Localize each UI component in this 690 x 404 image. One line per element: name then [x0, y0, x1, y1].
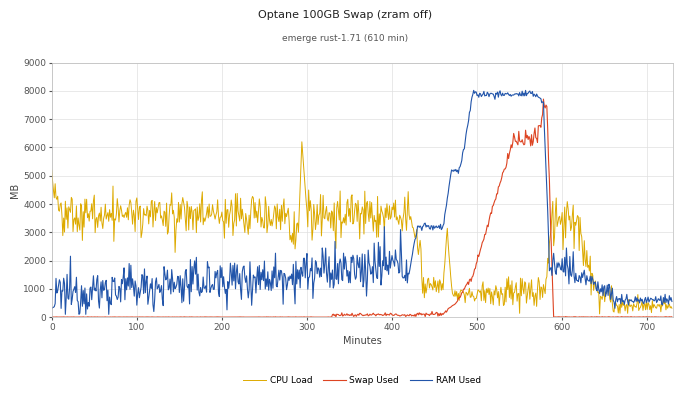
Text: emerge rust-1.71 (610 min): emerge rust-1.71 (610 min) [282, 34, 408, 43]
Line: RAM Used: RAM Used [52, 90, 672, 314]
RAM Used [588, 274, 596, 279]
RAM Used [668, 299, 676, 304]
CPU Load [48, 168, 56, 173]
Swap Used [587, 314, 595, 319]
CPU Load [595, 311, 604, 316]
Line: Swap Used: Swap Used [52, 99, 672, 317]
Swap Used [299, 315, 308, 320]
Text: Optane 100GB Swap (zram off): Optane 100GB Swap (zram off) [258, 10, 432, 20]
Swap Used [668, 315, 676, 320]
CPU Load [516, 276, 524, 280]
CPU Load [297, 139, 306, 144]
CPU Load [155, 200, 163, 205]
RAM Used [522, 88, 530, 93]
CPU Load [300, 175, 308, 179]
RAM Used [516, 93, 524, 98]
CPU Load [668, 306, 676, 311]
CPU Load [556, 222, 564, 227]
RAM Used [48, 306, 56, 311]
Line: CPU Load: CPU Load [52, 142, 672, 314]
CPU Load [587, 292, 595, 297]
RAM Used [156, 290, 164, 295]
Swap Used [515, 139, 524, 143]
Swap Used [540, 97, 548, 101]
RAM Used [300, 256, 308, 261]
Legend: CPU Load, Swap Used, RAM Used: CPU Load, Swap Used, RAM Used [240, 373, 484, 389]
Swap Used [312, 315, 320, 320]
X-axis label: Minutes: Minutes [343, 336, 382, 346]
Swap Used [556, 315, 564, 320]
Swap Used [48, 315, 56, 320]
RAM Used [61, 312, 70, 317]
RAM Used [313, 271, 322, 276]
Swap Used [155, 315, 163, 320]
RAM Used [557, 267, 565, 272]
CPU Load [313, 202, 322, 207]
Y-axis label: MB: MB [10, 182, 21, 198]
